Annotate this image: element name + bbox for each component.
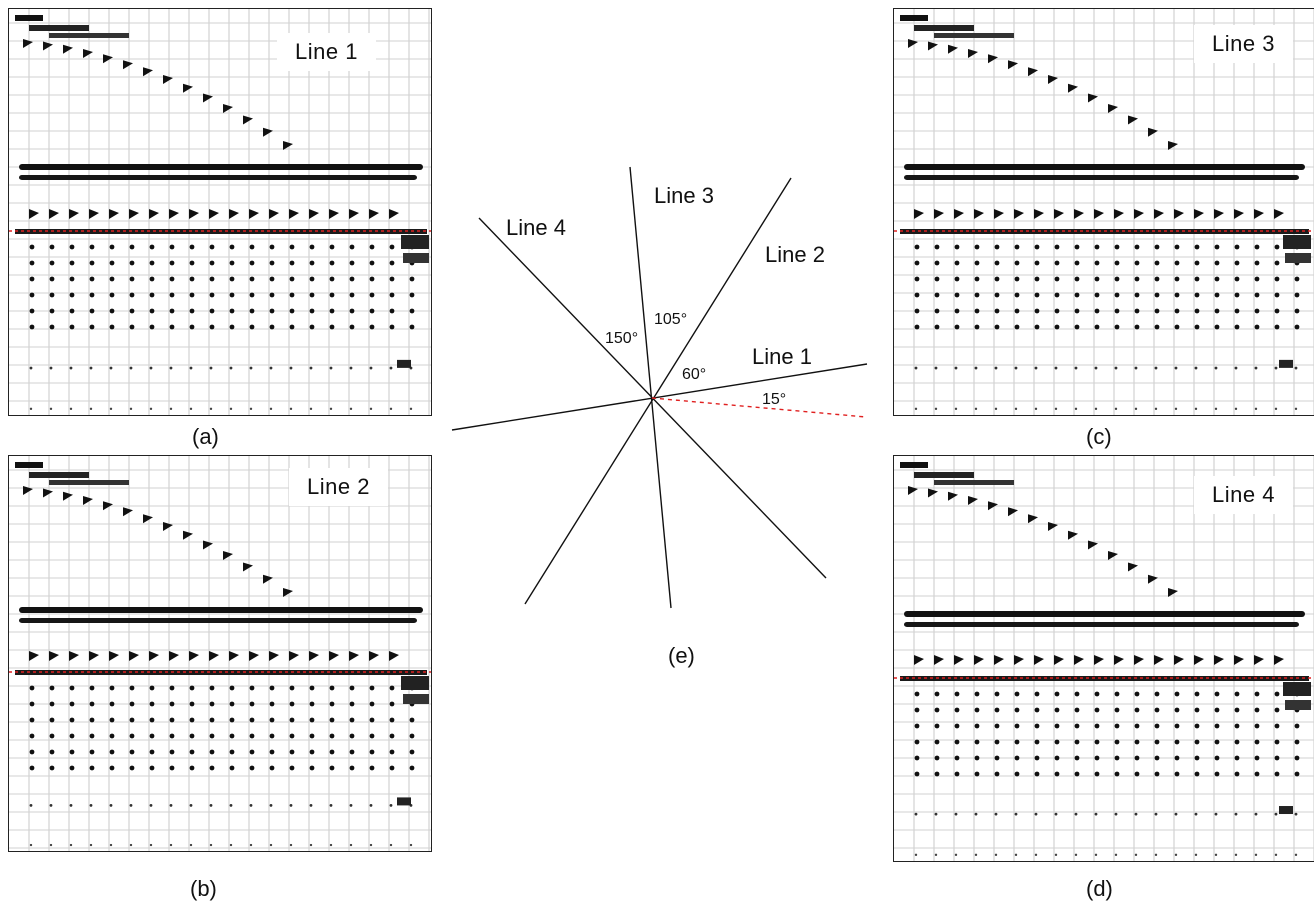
caption-b: (b) [190,876,217,901]
angle-label-105: 105° [654,311,687,328]
seismic-plot-c [894,9,1314,415]
line-orientation-diagram: Line 1 Line 2 Line 3 Line 4 15° 60° 105°… [451,166,868,668]
panel-a: Line 1 [8,8,432,416]
diagram-label-line-2: Line 2 [765,242,825,267]
panel-d-title: Line 4 [1194,476,1293,514]
seismic-plot-d [894,456,1314,861]
panel-a-title: Line 1 [277,33,376,71]
panel-c: Line 3 [893,8,1314,416]
seismic-texture [894,456,1314,861]
line-1-segment [451,363,868,431]
panel-b-title: Line 2 [289,468,388,506]
diagram-label-line-3: Line 3 [654,183,714,208]
angle-label-150: 150° [605,330,638,347]
angle-label-60: 60° [682,366,706,383]
seismic-texture [9,456,431,851]
caption-e: (e) [668,643,695,668]
panel-b: Line 2 [8,455,432,852]
line-3-segment [629,166,672,609]
angle-label-15: 15° [762,391,786,408]
caption-c: (c) [1086,424,1112,449]
reference-line [651,397,867,418]
caption-a: (a) [192,424,219,449]
seismic-texture [894,9,1314,415]
caption-d: (d) [1086,876,1113,901]
panel-d: Line 4 [893,455,1314,862]
panel-c-title: Line 3 [1194,25,1293,63]
diagram-label-line-1: Line 1 [752,344,812,369]
line-2-segment [524,177,792,605]
diagram-label-line-4: Line 4 [506,215,566,240]
seismic-plot-b [9,456,431,851]
